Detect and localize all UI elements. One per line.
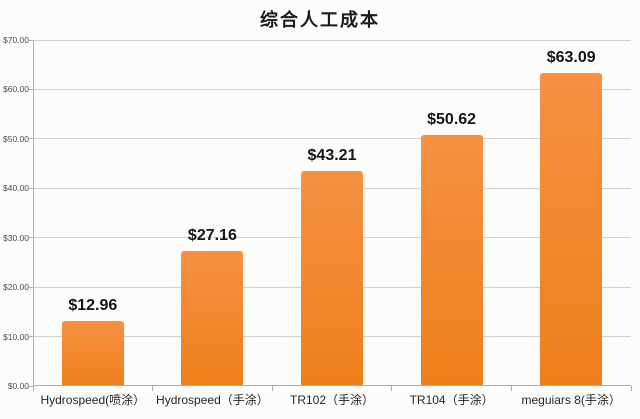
y-axis-tick [29,138,33,140]
gridline [33,39,631,41]
category-label: meguiars 8(手涂） [521,393,621,407]
bar [181,250,244,385]
y-axis-tick [29,39,33,41]
y-axis-tick [29,88,33,90]
bar [420,134,483,385]
bar [301,171,363,385]
category-label: Hydrospeed（手涂） [156,393,269,407]
y-axis-line [33,40,34,386]
x-axis-tick [630,386,632,391]
gridline [33,138,631,140]
y-axis-tick-label: $60.00 [3,84,29,95]
y-axis-tick [29,385,33,387]
gridline [33,88,631,90]
bar [61,320,124,385]
y-axis-tick [29,187,33,189]
chart-title: 综合人工成本 [260,10,380,30]
x-axis-line [33,385,631,386]
bar-value-label: $43.21 [307,147,357,165]
bar-value-label: $50.62 [427,110,477,128]
y-axis-tick [29,286,33,288]
y-axis-tick-label: $50.00 [3,133,29,144]
y-axis-tick-label: $10.00 [3,331,29,342]
y-axis-tick [29,237,33,239]
y-axis-tick-label: $40.00 [3,183,29,194]
x-axis-tick [510,386,512,391]
y-axis-tick-label: $30.00 [3,232,29,243]
bar-value-label: $12.96 [68,296,118,314]
plot-area: $0.00 $10.00 $20.00 $30.00 $40.00 $50.00 $60.0… [3,35,632,407]
y-axis-tick-label: $20.00 [3,282,29,293]
bar-value-label: $63.09 [546,49,596,67]
x-axis-tick [152,386,154,391]
y-axis-tick-label: $0.00 [7,381,29,391]
y-axis-tick [29,336,33,338]
category-label: Hydrospeed(喷涂） [40,393,146,407]
x-axis-tick [391,386,393,391]
x-axis-tick [32,386,34,391]
bar-value-label: $27.16 [187,226,237,244]
bar [540,73,603,385]
category-label: TR102（手涂） [289,393,375,407]
y-axis-tick-label: $70.00 [3,35,29,45]
x-axis-tick [271,386,273,391]
category-label: TR104（手涂） [409,393,494,407]
